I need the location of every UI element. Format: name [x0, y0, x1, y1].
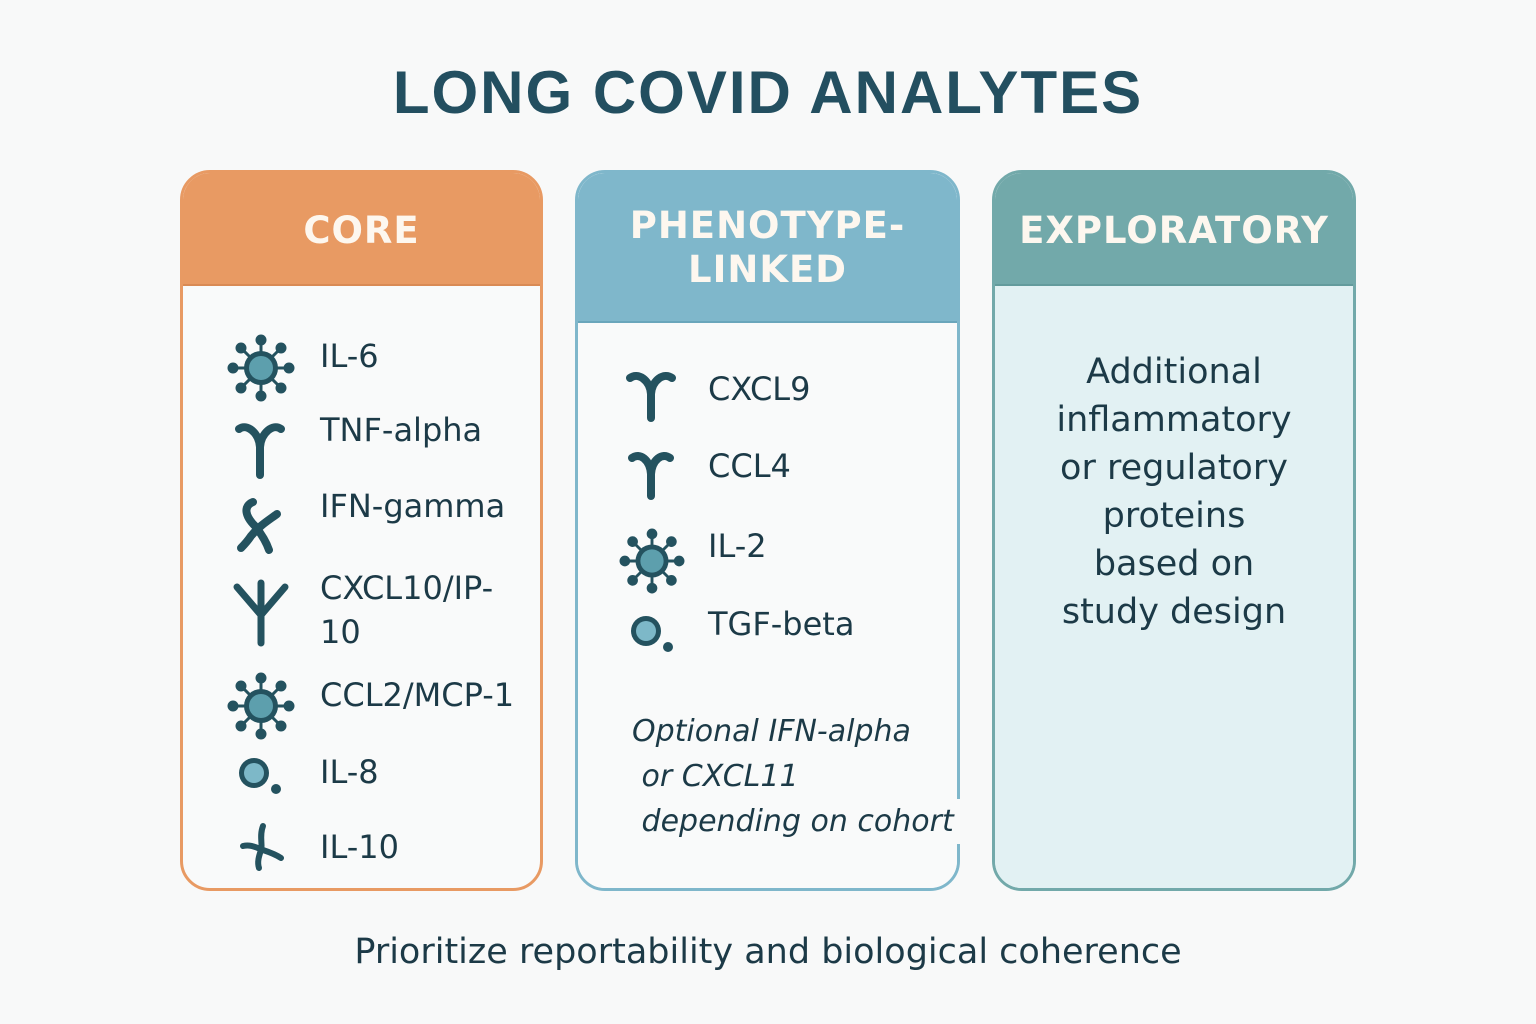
cell-dot-icon [236, 755, 286, 799]
propeller-icon [239, 823, 285, 871]
analyte-label: CXCL10/IP- 10 [320, 569, 494, 651]
cytokine-starburst-icon [227, 672, 295, 740]
optional-note-line-1: Optional IFN-alpha [632, 714, 911, 749]
analyte-label: IL-2 [708, 527, 767, 565]
analyte-label: TNF-alpha [320, 411, 483, 449]
exploratory-panel-body: Additional inflammatory or regulatory pr… [995, 284, 1353, 888]
trident-receptor-icon [231, 579, 291, 647]
cytokine-starburst-icon [619, 528, 685, 594]
header-line-2: LINKED [688, 248, 847, 291]
analyte-label: IL-8 [320, 753, 379, 791]
cell-dot-icon [628, 613, 678, 657]
description-line: study design [1061, 592, 1287, 632]
exploratory-description: Additional inflammatory or regulatory pr… [995, 348, 1353, 636]
description-line: Additional [1086, 352, 1262, 392]
core-panel: CORE [180, 170, 543, 891]
optional-note-line-3: depending on cohort [632, 799, 960, 844]
footer-caption: Prioritize reportability and biological … [354, 932, 1182, 972]
exploratory-panel: EXPLORATORY Additional inflammatory or r… [992, 170, 1356, 891]
description-line: based on [1093, 544, 1255, 584]
header-line-1: PHENOTYPE- [629, 204, 906, 247]
core-panel-header: CORE [183, 173, 540, 284]
analyte-label: IL-10 [320, 828, 399, 866]
analyte-label: IL-6 [320, 337, 379, 375]
optional-note-line-2: or CXCL11 [632, 759, 799, 794]
antibody-y-icon [626, 368, 676, 422]
description-line: or regulatory [1060, 448, 1288, 488]
analyte-label: CXCL9 [708, 370, 811, 408]
antibody-y-icon [235, 419, 285, 479]
chromosome-x-icon [235, 496, 285, 554]
exploratory-panel-header: EXPLORATORY [995, 173, 1353, 284]
cytokine-starburst-icon [227, 334, 295, 402]
phenotype-linked-panel-body: CXCL9 CCL4 [578, 321, 960, 888]
antibody-y-icon [628, 448, 674, 500]
core-panel-body: IL-6 TNF-alpha [183, 284, 540, 888]
analyte-label: IFN-gamma [320, 487, 506, 525]
analyte-label: CCL2/MCP-1 [320, 676, 515, 714]
phenotype-linked-panel-header: PHENOTYPE- LINKED [578, 173, 957, 321]
analyte-label: CCL4 [708, 447, 791, 485]
description-line: proteins [1102, 496, 1246, 536]
page-title: LONG COVID ANALYTES [392, 59, 1144, 126]
analyte-label: TGF-beta [708, 605, 855, 643]
phenotype-linked-panel: PHENOTYPE- LINKED CXCL9 [575, 170, 960, 891]
description-line: inflammatory [1056, 400, 1292, 440]
